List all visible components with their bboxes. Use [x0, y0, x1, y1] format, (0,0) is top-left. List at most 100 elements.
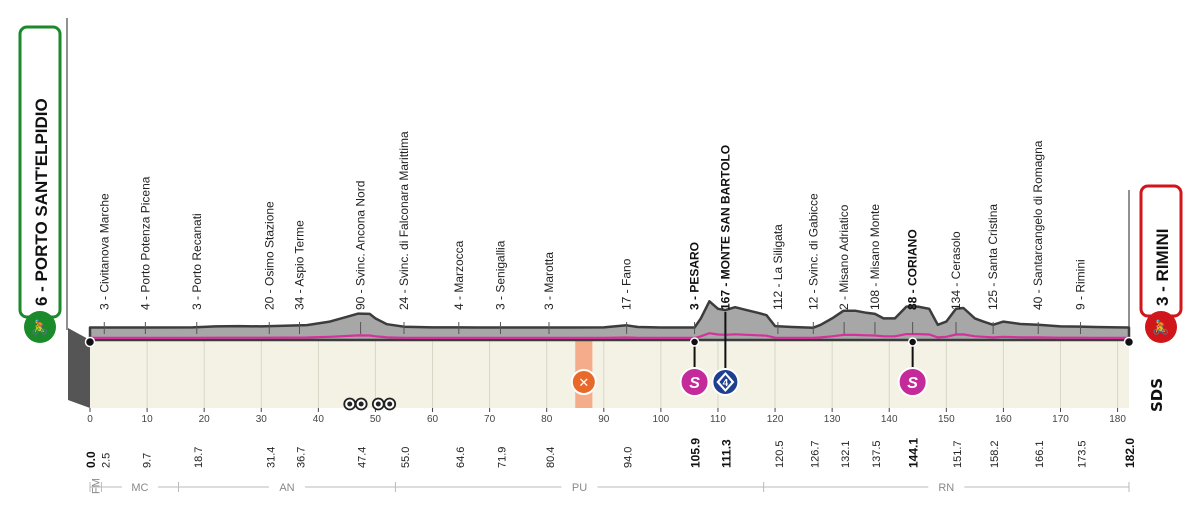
km-tick-label: 50	[370, 414, 382, 425]
waypoint-label: 40 - Santarcangelo di Romagna	[1031, 140, 1045, 310]
waypoint-label: 112 - La Siligata	[771, 224, 785, 310]
waypoint-label: 167 - MONTE SAN BARTOLO	[718, 145, 732, 310]
waypoint-label: 4 - Porto Potenza Picena	[138, 176, 152, 310]
distance-label: 105.9	[689, 438, 703, 468]
profile-route-line	[90, 332, 1129, 340]
waypoint-label: 20 - Osimo Stazione	[262, 201, 276, 310]
km-tick-label: 40	[313, 414, 325, 425]
km-axis: 0 10 20 30 40 50 60 70 80 90 100 110 120 130 140 150 160…	[87, 408, 1126, 425]
gpm-icon-label: 4	[723, 378, 729, 389]
km-tick-label: 160	[995, 414, 1012, 425]
start-finish-dot	[84, 336, 96, 348]
sprint-icon-label: S	[907, 375, 918, 392]
start-finish-dot	[1123, 336, 1135, 348]
waypoint-label: 17 - Fano	[620, 258, 634, 310]
start-city-label: 6 - PORTO SANT'ELPIDIO	[32, 98, 51, 306]
sprint-icon-label: S	[689, 375, 700, 392]
waypoint-label: 3 - Civitanova Marche	[97, 193, 111, 310]
distance-label: 2.5	[100, 453, 112, 468]
distance-label: 173.5	[1076, 440, 1088, 468]
km-tick-label: 110	[710, 414, 726, 425]
distance-label: 80.4	[545, 447, 557, 468]
distance-label: 64.6	[455, 447, 467, 468]
tunnel-icon-core	[358, 401, 364, 407]
profile-relief-area	[88, 300, 1131, 342]
region-label-bg	[268, 479, 305, 493]
km-tick-label: 30	[256, 414, 268, 425]
region-label-bg	[928, 479, 965, 493]
region-label: RN	[938, 482, 954, 494]
km-tick-label: 60	[427, 414, 439, 425]
region-label: AN	[279, 482, 294, 494]
region-label: PU	[572, 482, 587, 494]
km-tick-label: 10	[142, 414, 154, 425]
km-tick-label: 100	[653, 414, 670, 425]
waypoint-label: 90 - Svinc. Ancona Nord	[354, 181, 368, 310]
feed-zone-glyph: ✕	[578, 376, 589, 391]
waypoint-label: 125 - Santa Cristina	[986, 204, 1000, 310]
waypoint-labels: 3 - Civitanova Marche 4 - Porto Potenza P…	[97, 131, 1087, 334]
start-cyclist-icon	[24, 311, 56, 343]
distance-label: 137.5	[871, 440, 883, 468]
sprint-icon	[679, 367, 710, 397]
waypoint-label: 2 - Misano Adriatico	[837, 204, 851, 310]
tunnel-icon-core	[347, 401, 353, 407]
region-label-bg	[121, 479, 158, 493]
distance-label: 18.7	[193, 447, 205, 468]
waypoint-label: 24 - Svinc. di Falconara Marittima	[397, 131, 411, 310]
start-cyclist-glyph: 🚴	[31, 319, 48, 336]
km-tick-label: 130	[824, 414, 841, 425]
distance-label: 120.5	[774, 440, 786, 468]
distance-label: 0.0	[84, 451, 98, 468]
distance-label: 9.7	[141, 453, 153, 468]
tunnel-icon-core	[387, 401, 393, 407]
distance-label: 31.4	[265, 447, 277, 468]
km-tick-label: 150	[938, 414, 955, 425]
distance-label: 36.7	[296, 447, 308, 468]
distance-labels: 0.0 2.5 9.7 18.7 31.4 36.7 47.4 55.0 64.6 71.9 80.…	[84, 438, 1137, 468]
km-tick-label: 140	[881, 414, 898, 425]
distance-label: 47.4	[357, 447, 369, 468]
waypoint-label: 3 - Porto Recanati	[190, 213, 204, 310]
km-tick-label: 80	[541, 414, 553, 425]
waypoint-label: 4 - Marzocca	[452, 240, 466, 310]
sprint-dot	[689, 337, 700, 347]
km-tick-label: 90	[598, 414, 610, 425]
distance-label: 151.7	[952, 440, 964, 468]
waypoint-label: 108 - Misano Monte	[868, 204, 882, 310]
sds-logo: SDS	[1148, 378, 1166, 412]
region-label: MC	[131, 482, 148, 494]
tunnel-icon-core	[375, 401, 381, 407]
km-tick-label: 20	[199, 414, 211, 425]
km-tick-label: 120	[767, 414, 784, 425]
waypoint-label: 134 - Cerasolo	[949, 231, 963, 310]
km-tick-label: 180	[1109, 414, 1126, 425]
distance-label: 182.0	[1123, 438, 1137, 468]
waypoint-label: 9 - Rimini	[1073, 259, 1087, 310]
waypoint-label: 3 - Senigallia	[493, 240, 507, 310]
profile-side-wall	[68, 328, 90, 408]
finish-city-label: 3 - RIMINI	[1153, 229, 1172, 306]
distance-label: 132.1	[840, 440, 852, 468]
region-bar: FM MC AN PU RN	[89, 478, 1130, 494]
sprint-icon	[897, 367, 928, 397]
distance-label: 55.0	[400, 447, 412, 468]
gpm-diamond-inner	[719, 375, 732, 389]
region-label: FM	[91, 478, 103, 494]
distance-label: 94.0	[623, 447, 635, 468]
region-label-bg	[561, 479, 598, 493]
start-badge: 6 - PORTO SANT'ELPIDIO 🚴	[18, 25, 62, 343]
sprint-dot	[907, 337, 918, 347]
waypoint-label: 34 - Aspio Terme	[293, 220, 307, 310]
waypoint-label: 3 - Marotta	[542, 252, 556, 310]
waypoint-label: 12 - Svinc. di Gabicce	[806, 193, 820, 310]
km-tick-label: 0	[87, 414, 93, 425]
feed-zone-icon	[570, 369, 597, 395]
distance-label: 166.1	[1034, 440, 1046, 468]
finish-badge: 3 - RIMINI 🚴	[1139, 184, 1183, 343]
distance-label: 126.7	[809, 440, 821, 468]
waypoint-label: 88 - CORIANO	[906, 229, 920, 310]
distance-label: 71.9	[496, 447, 508, 468]
